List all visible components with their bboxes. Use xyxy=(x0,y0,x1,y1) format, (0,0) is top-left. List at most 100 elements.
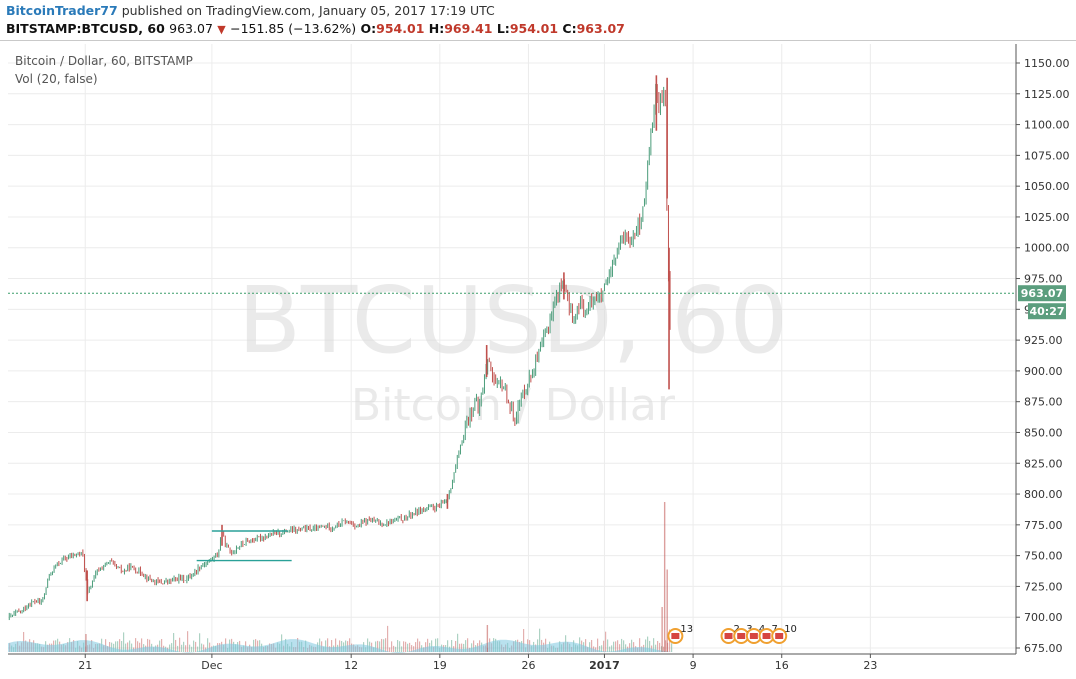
header-divider xyxy=(0,40,1076,41)
volume-bar xyxy=(539,628,541,652)
chart-legend: Bitcoin / Dollar, 60, BITSTAMP Vol (20, … xyxy=(15,52,193,88)
us-flag-icon xyxy=(775,633,784,639)
high-value: 969.41 xyxy=(444,21,493,36)
open-value: 954.01 xyxy=(376,21,425,36)
volume-bar xyxy=(149,639,151,652)
volume-bar xyxy=(171,643,173,652)
candlestick-series xyxy=(8,75,671,621)
volume-bar xyxy=(121,640,123,652)
volume-bar xyxy=(611,645,613,652)
price-tick-label: 900.00 xyxy=(1024,365,1063,378)
price-tick-label: 675.00 xyxy=(1024,642,1063,655)
close-value: 963.07 xyxy=(576,21,625,36)
volume-spike-bar xyxy=(85,634,87,652)
time-axis: 21 Dec 12 19 26 2017 9 16 23 xyxy=(78,654,877,672)
price-tick-label: 1075.00 xyxy=(1024,149,1070,162)
symbol-watermark: BTCUSD, 60 Bitcoin / Dollar xyxy=(238,267,788,431)
volume-bar xyxy=(619,644,621,652)
high-label: H: xyxy=(428,21,445,36)
volume-bar xyxy=(607,639,609,652)
volume-bar xyxy=(427,638,429,652)
volume-bar xyxy=(411,645,413,652)
volume-histogram xyxy=(8,502,673,653)
volume-bar xyxy=(409,642,411,652)
plot-background xyxy=(8,44,1016,654)
volume-bar xyxy=(451,640,453,652)
volume-bar xyxy=(621,638,623,652)
volume-bar xyxy=(127,642,129,652)
time-tick-label: 19 xyxy=(433,659,447,672)
volume-bar xyxy=(655,644,657,652)
volume-bar xyxy=(447,640,449,652)
volume-bar xyxy=(405,641,407,652)
volume-bar xyxy=(461,643,463,652)
volume-bar xyxy=(123,632,125,652)
volume-bar xyxy=(649,640,651,652)
us-flag-icon xyxy=(737,633,746,639)
time-tick-label: 23 xyxy=(863,659,877,672)
price-axis: 675.00 700.00 725.00 750.00 775.00 800.00 825.… xyxy=(8,44,1070,655)
volume-bar xyxy=(523,629,525,652)
volume-bar xyxy=(183,641,185,652)
time-tick-label: 21 xyxy=(78,659,92,672)
volume-bar xyxy=(389,647,391,652)
us-flag-icon xyxy=(724,633,733,639)
author-link[interactable]: BitcoinTrader77 xyxy=(6,3,118,18)
volume-bar xyxy=(139,642,141,652)
price-tick-label: 700.00 xyxy=(1024,611,1063,624)
volume-bar xyxy=(431,640,433,652)
price-tick-label: 1050.00 xyxy=(1024,180,1070,193)
volume-bar xyxy=(327,638,329,652)
volume-bar xyxy=(625,644,627,652)
open-label: O: xyxy=(360,21,377,36)
volume-spike-bar xyxy=(663,502,666,652)
volume-bar xyxy=(599,645,601,652)
volume-bar xyxy=(471,643,473,652)
volume-bar xyxy=(457,633,459,652)
volume-ma-area xyxy=(8,639,673,653)
volume-bar xyxy=(407,643,409,652)
volume-bar xyxy=(663,646,665,652)
low-value: 954.01 xyxy=(509,21,559,36)
ohlc-bar: BITSTAMP:BTCUSD, 60 963.07 ▼ −151.85 (−1… xyxy=(6,21,625,36)
time-tick-label: 9 xyxy=(690,659,697,672)
volume-spike-bar xyxy=(666,569,668,652)
volume-bar xyxy=(437,638,439,652)
time-tick-label: 26 xyxy=(521,659,535,672)
series-title[interactable]: Bitcoin / Dollar, 60, BITSTAMP xyxy=(15,54,193,68)
volume-bar xyxy=(379,641,381,652)
volume-bar xyxy=(319,638,321,652)
volume-bar xyxy=(209,642,211,652)
volume-bar xyxy=(603,640,605,652)
volume-bar xyxy=(161,638,163,652)
countdown-tag-text: 40:27 xyxy=(1029,305,1064,318)
volume-bar xyxy=(463,643,465,652)
volume-bar xyxy=(601,645,603,652)
drawing-overlay xyxy=(8,292,1016,562)
volume-bar xyxy=(257,640,259,652)
volume-bar xyxy=(185,645,187,652)
volume-bar xyxy=(657,641,659,652)
volume-bar xyxy=(147,638,149,652)
volume-bar xyxy=(465,640,467,652)
price-tick-label: 1025.00 xyxy=(1024,211,1070,224)
event-count-label: 10 xyxy=(784,624,797,635)
volume-spike-bar xyxy=(486,625,489,652)
volume-bar xyxy=(131,643,133,652)
price-tick-label: 875.00 xyxy=(1024,396,1063,409)
volume-bar xyxy=(613,641,615,652)
time-tick-label: 12 xyxy=(344,659,358,672)
volume-bar xyxy=(605,631,607,652)
volume-bar xyxy=(653,638,655,652)
volume-bar xyxy=(141,638,143,652)
volume-bar xyxy=(195,641,197,652)
volume-study-title[interactable]: Vol (20, false) xyxy=(15,72,98,86)
volume-bar xyxy=(631,639,633,652)
us-flag-icon xyxy=(671,633,680,639)
volume-bar xyxy=(391,641,393,652)
last-price-label: 963.07 xyxy=(169,21,213,36)
publish-info: BitcoinTrader77 published on TradingView… xyxy=(6,3,495,18)
published-text: published on TradingView.com, January 05… xyxy=(121,3,495,18)
volume-bar xyxy=(639,638,641,652)
